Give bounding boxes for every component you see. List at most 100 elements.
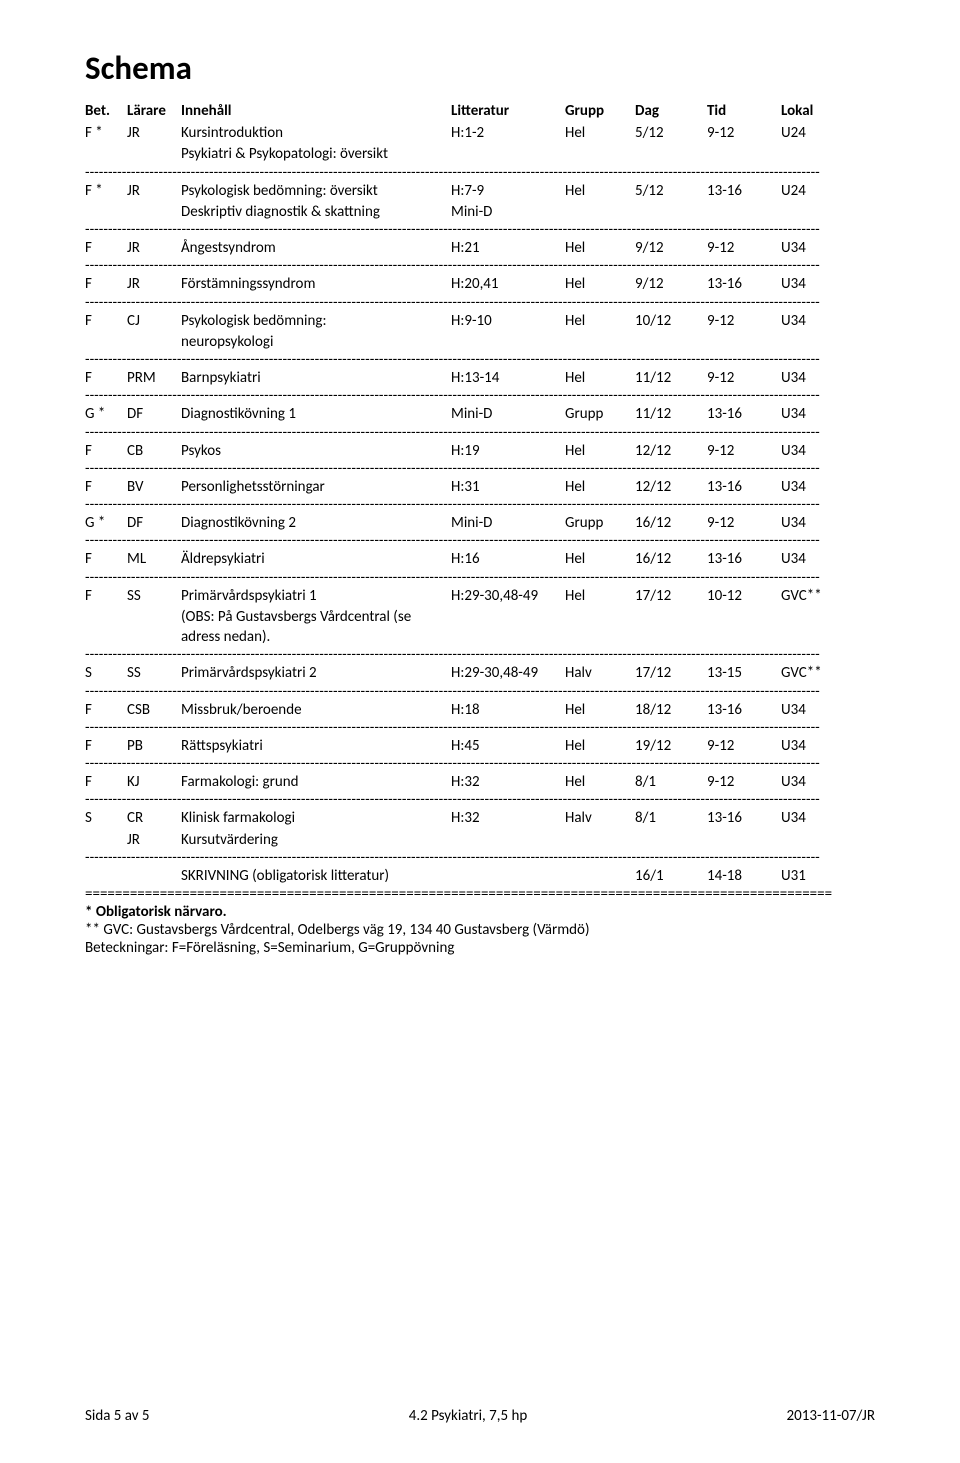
cell-litteratur-2: Mini-D — [451, 202, 565, 222]
cell-litteratur-2 — [451, 332, 565, 352]
cell-lokal: U34 — [781, 477, 861, 497]
cell-bet: F — [85, 549, 127, 569]
cell-dag: 5/12 — [635, 181, 707, 201]
col-header-grupp: Grupp — [565, 102, 635, 120]
cell-innehall: Psykologisk bedömning: översikt — [181, 181, 451, 201]
cell-bet: S — [85, 808, 127, 828]
row-separator: ----------------------------------------… — [85, 497, 875, 512]
cell-larare: BV — [127, 477, 181, 497]
cell-innehall: Diagnostikövning 2 — [181, 513, 451, 533]
cell-dag: 17/12 — [635, 586, 707, 606]
footnote-3: Beteckningar: F=Föreläsning, S=Seminariu… — [85, 939, 875, 957]
table-row: FPRMBarnpsykiatriH:13-14Hel11/129-12U34 — [85, 367, 875, 388]
row-separator: ----------------------------------------… — [85, 388, 875, 403]
cell-dag: 12/12 — [635, 441, 707, 461]
cell-grupp: Grupp — [565, 404, 635, 424]
cell-bet: F — [85, 238, 127, 258]
cell-larare: CB — [127, 441, 181, 461]
cell-larare-2 — [127, 144, 181, 164]
row-separator: ----------------------------------------… — [85, 570, 875, 585]
cell-larare-2 — [127, 202, 181, 222]
cell-tid: 9-12 — [707, 368, 781, 388]
row-separator: ----------------------------------------… — [85, 792, 875, 807]
cell-innehall: Primärvårdspsykiatri 1 — [181, 586, 451, 606]
footer-left: Sida 5 av 5 — [85, 1407, 150, 1425]
table-row: FCJPsykologisk bedömning:H:9-10Hel10/129… — [85, 310, 875, 331]
row-separator: ----------------------------------------… — [85, 684, 875, 699]
cell-litteratur: H:45 — [451, 736, 565, 756]
cell-bet: F — [85, 441, 127, 461]
cell-litteratur: H:13-14 — [451, 368, 565, 388]
cell-bet: F * — [85, 181, 127, 201]
equals-separator: ========================================… — [85, 886, 875, 901]
col-header-bet: Bet. — [85, 102, 127, 120]
cell-dag: 12/12 — [635, 477, 707, 497]
cell-larare-2: JR — [127, 830, 181, 850]
cell-grupp: Hel — [565, 736, 635, 756]
cell-grupp: Grupp — [565, 513, 635, 533]
table-row: G *DFDiagnostikövning 2Mini-DGrupp16/129… — [85, 512, 875, 533]
cell-litteratur: H:19 — [451, 441, 565, 461]
cell-litteratur: H:29-30,48-49 — [451, 586, 565, 606]
cell-litteratur-2 — [451, 830, 565, 850]
cell-tid: 13-16 — [707, 549, 781, 569]
exam-label: SKRIVNING (obligatorisk litteratur) — [181, 866, 565, 886]
cell-tid: 9-12 — [707, 238, 781, 258]
cell-larare: SS — [127, 663, 181, 683]
cell-litteratur: H:16 — [451, 549, 565, 569]
row-separator: ----------------------------------------… — [85, 222, 875, 237]
cell-innehall: Barnpsykiatri — [181, 368, 451, 388]
cell-lokal: U34 — [781, 700, 861, 720]
cell-lokal: U34 — [781, 513, 861, 533]
cell-grupp: Hel — [565, 181, 635, 201]
cell-dag: 8/1 — [635, 808, 707, 828]
cell-tid: 9-12 — [707, 123, 781, 143]
cell-bet: F — [85, 477, 127, 497]
cell-bet: F — [85, 772, 127, 792]
cell-innehall-2: Psykiatri & Psykopatologi: översikt — [181, 144, 451, 164]
row-separator: ----------------------------------------… — [85, 533, 875, 548]
cell-larare: JR — [127, 181, 181, 201]
footer-center: 4.2 Psykiatri, 7,5 hp — [409, 1407, 528, 1425]
cell-tid: 9-12 — [707, 513, 781, 533]
cell-lokal: U34 — [781, 404, 861, 424]
cell-tid: 13-16 — [707, 700, 781, 720]
cell-grupp: Halv — [565, 663, 635, 683]
table-row-continuation: Psykiatri & Psykopatologi: översikt — [85, 143, 875, 164]
col-header-litteratur: Litteratur — [451, 102, 565, 120]
cell-bet: F — [85, 311, 127, 331]
table-row-continuation: (OBS: På Gustavsbergs Vårdcentral (se ad… — [85, 606, 875, 648]
cell-grupp: Hel — [565, 772, 635, 792]
cell-grupp: Hel — [565, 238, 635, 258]
cell-innehall: Kursintroduktion — [181, 123, 451, 143]
cell-lokal: U24 — [781, 123, 861, 143]
cell-tid: 13-16 — [707, 404, 781, 424]
cell-tid: 9-12 — [707, 441, 781, 461]
exam-dag: 16/1 — [635, 866, 707, 886]
cell-dag: 9/12 — [635, 274, 707, 294]
cell-litteratur: Mini-D — [451, 513, 565, 533]
cell-grupp: Hel — [565, 700, 635, 720]
row-separator: ----------------------------------------… — [85, 461, 875, 476]
row-separator: ----------------------------------------… — [85, 258, 875, 273]
footnote-1: * Obligatorisk närvaro. — [85, 903, 875, 921]
row-separator: ----------------------------------------… — [85, 352, 875, 367]
cell-litteratur: Mini-D — [451, 404, 565, 424]
page-footer: Sida 5 av 5 4.2 Psykiatri, 7,5 hp 2013-1… — [85, 1407, 875, 1425]
col-header-dag: Dag — [635, 102, 707, 120]
row-separator: ----------------------------------------… — [85, 425, 875, 440]
cell-larare: DF — [127, 513, 181, 533]
cell-bet: F — [85, 368, 127, 388]
table-row: FJRFörstämningssyndromH:20,41Hel9/1213-1… — [85, 273, 875, 294]
cell-larare: CJ — [127, 311, 181, 331]
cell-larare-2 — [127, 332, 181, 352]
cell-tid: 13-16 — [707, 274, 781, 294]
cell-litteratur-2 — [451, 144, 565, 164]
cell-innehall-2: (OBS: På Gustavsbergs Vårdcentral (se ad… — [181, 607, 451, 648]
row-separator: ----------------------------------------… — [85, 647, 875, 662]
cell-litteratur: H:1-2 — [451, 123, 565, 143]
table-row: SSSPrimärvårdspsykiatri 2H:29-30,48-49Ha… — [85, 662, 875, 683]
footnotes: * Obligatorisk närvaro. ** GVC: Gustavsb… — [85, 903, 875, 957]
cell-innehall: Personlighetsstörningar — [181, 477, 451, 497]
page-title: Schema — [85, 48, 875, 88]
